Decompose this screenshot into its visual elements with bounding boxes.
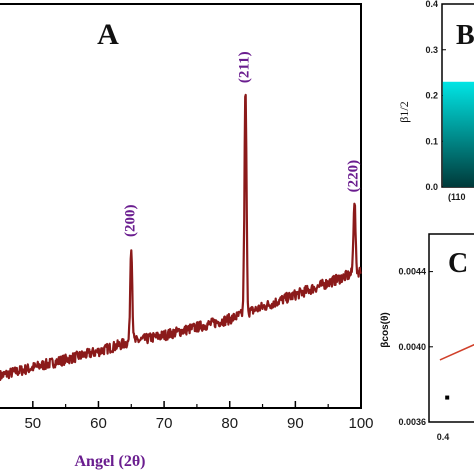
panel-a-x-tick-label: 100: [348, 415, 373, 432]
panel-c-data-point: [445, 395, 450, 400]
panel-b: 0.0 0.1 0.2 0.3 0.4 (110 B β1/2: [397, 0, 474, 202]
panel-c-title: C: [448, 248, 468, 279]
panel-b-y-axis-label-text: β1/2: [397, 101, 411, 122]
panel-a-x-ticks: 50 60 70 80 90 100: [24, 401, 374, 432]
panel-a-peak-labels: (200) (211) (220): [122, 51, 361, 237]
panel-b-category-label: (110: [448, 192, 466, 202]
panel-b-bar: [442, 81, 474, 187]
panel-a-peak-label: (220): [345, 160, 361, 193]
panel-b-y-axis-label: β1/2: [397, 101, 411, 122]
panel-c-y-tick-label: 0.0036: [398, 417, 426, 427]
panel-a-x-tick-label: 70: [156, 415, 173, 432]
panel-c-y-axis-label: βcos(θ): [380, 312, 391, 347]
panel-b-y-tick-label: 0.4: [425, 0, 438, 9]
panel-c-fit-line: [439, 343, 474, 361]
panel-a-x-tick-label: 50: [24, 415, 41, 432]
panel-b-y-tick-label: 0.3: [425, 45, 438, 55]
panel-c-y-tick-label: 0.0044: [398, 267, 426, 277]
panel-c-x-tick: 0.4: [437, 432, 450, 442]
panel-a-x-axis-label: Angel (2θ): [74, 453, 145, 470]
panel-c-y-axis-label-text: βcos(θ): [380, 312, 391, 347]
panel-a-peak-label: (200): [122, 205, 138, 238]
panel-a-x-tick-label: 80: [221, 415, 238, 432]
panel-c: 0.0036 0.0040 0.0044 0.4 C βcos(θ): [380, 233, 474, 442]
panel-a-title: A: [97, 18, 119, 51]
panel-c-y-tick-label: 0.0040: [398, 342, 426, 352]
panel-a-series-line: [0, 93, 362, 381]
panel-b-title: B: [456, 20, 474, 51]
panel-b-y-tick-label: 0.2: [425, 91, 438, 101]
panel-b-y-tick-label: 0.1: [425, 136, 438, 146]
panel-a-frame: [0, 3, 362, 409]
panel-c-points: [445, 395, 450, 400]
panel-a-x-tick-label: 60: [90, 415, 107, 432]
panel-a-x-tick-label: 90: [287, 415, 304, 432]
panel-c-y-ticks: 0.0036 0.0040 0.0044: [398, 267, 433, 427]
panel-b-y-tick-label: 0.0: [425, 182, 438, 192]
panel-a: A 50 60 70 80 90 100 (200) (211) (220) Angel (2…: [0, 3, 374, 470]
panel-a-peak-label: (211): [236, 51, 252, 83]
panel-c-frame: [428, 233, 474, 423]
